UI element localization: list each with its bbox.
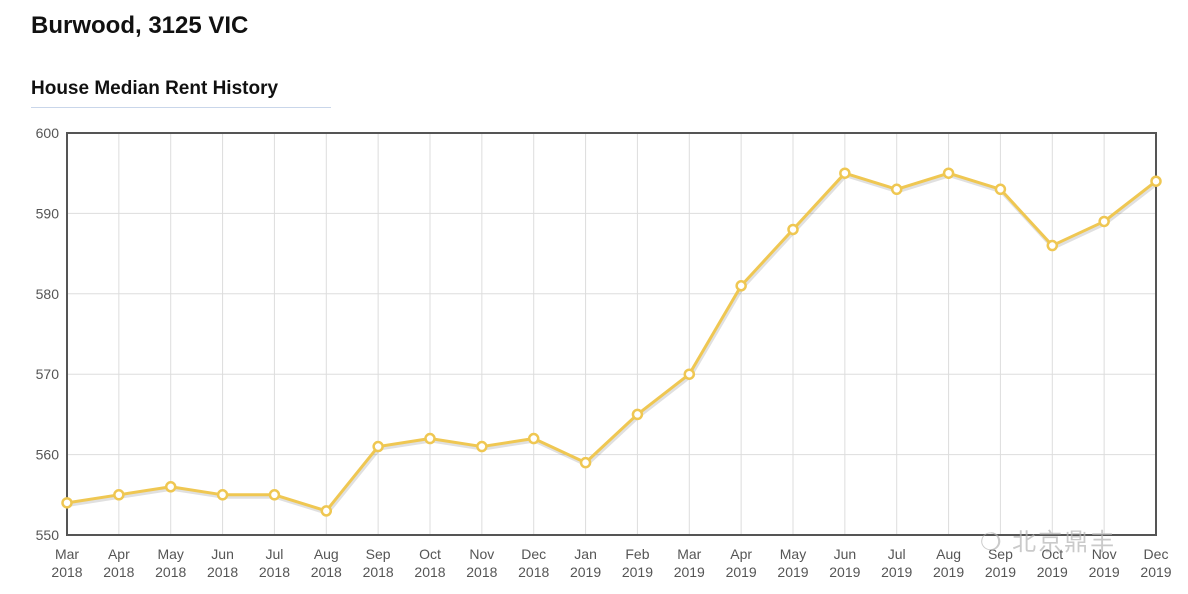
data-point: [839, 167, 851, 179]
x-tick-label: Oct 2018: [414, 546, 445, 580]
y-tick-label: 600: [36, 125, 60, 141]
data-point: [735, 280, 747, 292]
data-point: [1150, 175, 1162, 187]
x-tick-label: May 2018: [155, 546, 186, 580]
data-point: [890, 183, 903, 196]
y-tick-label: 590: [36, 205, 60, 221]
watermark: ❍ 北京鼎丰: [980, 529, 1117, 556]
series-shadow: [67, 172, 1159, 516]
chart-title: House Median Rent History: [31, 78, 331, 108]
data-point: [579, 456, 592, 469]
plot-border: [66, 132, 1157, 536]
page-title: Burwood, 3125 VIC: [31, 12, 249, 39]
x-tick-label: Sep 2018: [363, 546, 394, 580]
x-tick-label: Nov 2019: [1089, 546, 1120, 580]
data-point: [942, 167, 955, 179]
data-point: [1098, 215, 1110, 228]
y-tick-label: 580: [36, 286, 60, 302]
x-tick-label: Apr 2019: [726, 546, 757, 580]
data-point: [1046, 239, 1059, 252]
data-point: [320, 505, 333, 517]
y-tick-label: 570: [36, 366, 60, 382]
data-point: [113, 489, 125, 501]
data-point: [683, 368, 696, 380]
x-tick-label: Aug 2018: [311, 546, 342, 580]
data-point: [994, 183, 1007, 196]
data-point: [527, 432, 540, 445]
y-tick-label: 550: [36, 527, 60, 543]
data-point: [216, 489, 229, 501]
series-line: [66, 171, 1157, 513]
x-tick-label: Jun 2019: [829, 546, 860, 580]
data-point: [476, 440, 488, 453]
data-point: [787, 223, 799, 236]
data-point: [61, 497, 73, 509]
data-point: [631, 408, 644, 421]
x-tick-label: Jul 2019: [881, 546, 912, 580]
x-tick-label: Jul 2018: [259, 546, 290, 580]
x-tick-label: Dec 2018: [518, 546, 549, 580]
data-point: [424, 432, 436, 445]
data-point: [372, 440, 384, 453]
x-tick-label: Nov 2018: [466, 546, 497, 580]
x-tick-label: Feb 2019: [622, 546, 653, 580]
data-point: [164, 481, 177, 493]
x-tick-label: Jun 2018: [207, 546, 238, 580]
x-tick-label: Mar 2019: [674, 546, 705, 580]
x-tick-label: Sep 2019: [985, 546, 1016, 580]
data-point: [268, 489, 281, 501]
x-tick-label: Dec 2019: [1140, 546, 1171, 580]
x-tick-label: Mar 2018: [51, 546, 82, 580]
y-tick-label: 560: [36, 447, 60, 463]
x-tick-label: Aug 2019: [933, 546, 964, 580]
x-tick-label: Jan 2019: [570, 546, 601, 580]
x-tick-label: May 2019: [777, 546, 808, 580]
x-tick-label: Apr 2018: [103, 546, 134, 580]
x-tick-label: Oct 2019: [1037, 546, 1068, 580]
